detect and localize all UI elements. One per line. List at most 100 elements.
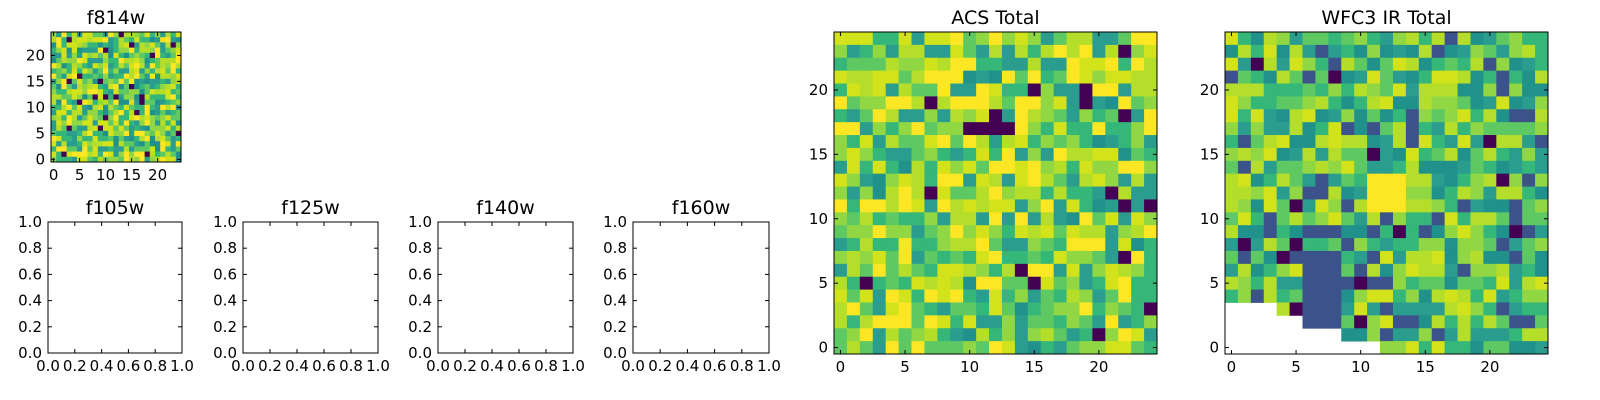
- heatmap-cell: [976, 109, 990, 123]
- heatmap-cell: [66, 146, 73, 152]
- heatmap-cell: [87, 68, 93, 74]
- heatmap-cell: [118, 130, 125, 137]
- heatmap-cell: [1092, 341, 1106, 355]
- heatmap-cell: [1040, 289, 1055, 303]
- heatmap-cell: [129, 42, 135, 48]
- axes-frame: [1224, 31, 1549, 355]
- heatmap-cell: [1418, 238, 1433, 252]
- heatmap-cell: [1276, 96, 1290, 110]
- heatmap-cell: [937, 186, 951, 200]
- heatmap-cell: [175, 68, 182, 74]
- heatmap-cell: [56, 84, 62, 90]
- heatmap-cell: [1341, 44, 1355, 59]
- heatmap-cell: [1431, 276, 1446, 290]
- heatmap-cell: [1315, 32, 1329, 46]
- heatmap-cell: [1522, 186, 1536, 200]
- heatmap-cell: [103, 141, 109, 147]
- heatmap-cell: [1535, 276, 1549, 290]
- heatmap-cell: [1092, 57, 1106, 72]
- heatmap-cell: [123, 89, 130, 95]
- heatmap-cell: [885, 70, 899, 84]
- heatmap-cell: [963, 328, 977, 342]
- heatmap-cell: [1535, 186, 1549, 200]
- heatmap-cell: [1263, 199, 1278, 213]
- heatmap-cell: [103, 84, 109, 90]
- heatmap-cell: [1496, 147, 1510, 162]
- heatmap-cell: [963, 57, 977, 72]
- heatmap-cell: [1053, 109, 1067, 123]
- heatmap-cell: [1405, 96, 1420, 110]
- heatmap-cell: [66, 130, 73, 137]
- heatmap-cell: [139, 130, 145, 137]
- heatmap-cell: [1053, 238, 1067, 252]
- heatmap-cell: [149, 115, 156, 121]
- heatmap-cell: [1027, 32, 1042, 46]
- heatmap-cell: [859, 276, 874, 290]
- heatmap-cell: [155, 58, 161, 64]
- heatmap-cell: [1144, 70, 1158, 84]
- heatmap-cell: [170, 78, 177, 85]
- heatmap-cell: [139, 146, 145, 152]
- heatmap-cell: [924, 32, 938, 46]
- heatmap-cell: [834, 186, 848, 200]
- heatmap-cell: [989, 238, 1003, 252]
- heatmap-cell: [1250, 32, 1265, 46]
- heatmap-cell: [123, 63, 130, 69]
- heatmap-cell: [160, 120, 166, 126]
- heatmap-cell: [1367, 83, 1381, 97]
- heatmap-cell: [149, 104, 156, 111]
- heatmap-cell: [989, 341, 1003, 355]
- heatmap-cell: [1105, 250, 1119, 265]
- heatmap-cell: [1392, 250, 1407, 265]
- heatmap-cell: [134, 52, 140, 59]
- heatmap-cell: [989, 315, 1003, 329]
- heatmap-cell: [1001, 70, 1016, 84]
- heatmap-cell: [1001, 263, 1016, 278]
- heatmap-cell: [118, 110, 125, 116]
- heatmap-cell: [87, 115, 93, 121]
- heatmap-cell: [87, 146, 93, 152]
- heatmap-cell: [1444, 186, 1458, 200]
- heatmap-cell: [1392, 341, 1407, 355]
- heatmap-cell: [71, 146, 78, 152]
- heatmap-cell: [92, 125, 99, 132]
- heatmap-cell: [134, 37, 140, 43]
- heatmap-cell: [51, 99, 57, 106]
- heatmap-cell: [885, 212, 899, 226]
- heatmap-cell: [1354, 250, 1368, 265]
- heatmap-cell: [129, 104, 135, 111]
- heatmap-cell: [118, 94, 125, 100]
- heatmap-cell: [1470, 83, 1484, 97]
- heatmap-cell: [1289, 199, 1303, 213]
- heatmap-cell: [1040, 315, 1055, 329]
- heatmap-cell: [56, 37, 62, 43]
- heatmap-cell: [1225, 173, 1239, 187]
- heatmap-cell: [1225, 109, 1239, 123]
- heatmap-cell: [976, 276, 990, 290]
- heatmap-cell: [103, 63, 109, 69]
- heatmap-cell: [898, 44, 912, 59]
- heatmap-cell: [1522, 302, 1536, 316]
- heatmap-cell: [56, 136, 62, 142]
- heatmap-cell: [834, 199, 848, 213]
- heatmap-cell: [1380, 289, 1394, 303]
- heatmap-cell: [165, 125, 171, 132]
- heatmap-cell: [1027, 302, 1042, 316]
- heatmap-cell: [1263, 96, 1278, 110]
- heatmap-cell: [963, 122, 977, 136]
- heatmap-cell: [1392, 135, 1407, 149]
- heatmap-cell: [87, 104, 93, 111]
- heatmap-cell: [1092, 122, 1106, 136]
- heatmap-cell: [1444, 289, 1458, 303]
- heatmap-cell: [1328, 109, 1342, 123]
- heatmap-cell: [1079, 199, 1093, 213]
- heatmap-cell: [976, 238, 990, 252]
- y-tick-label: 0.8: [213, 239, 237, 257]
- heatmap-cell: [1079, 122, 1093, 136]
- heatmap-cell: [82, 104, 88, 111]
- heatmap-cell: [92, 89, 99, 95]
- heatmap-cell: [118, 73, 125, 80]
- heatmap-cell: [1367, 238, 1381, 252]
- heatmap-cell: [846, 341, 861, 355]
- heatmap-cell: [1341, 328, 1355, 342]
